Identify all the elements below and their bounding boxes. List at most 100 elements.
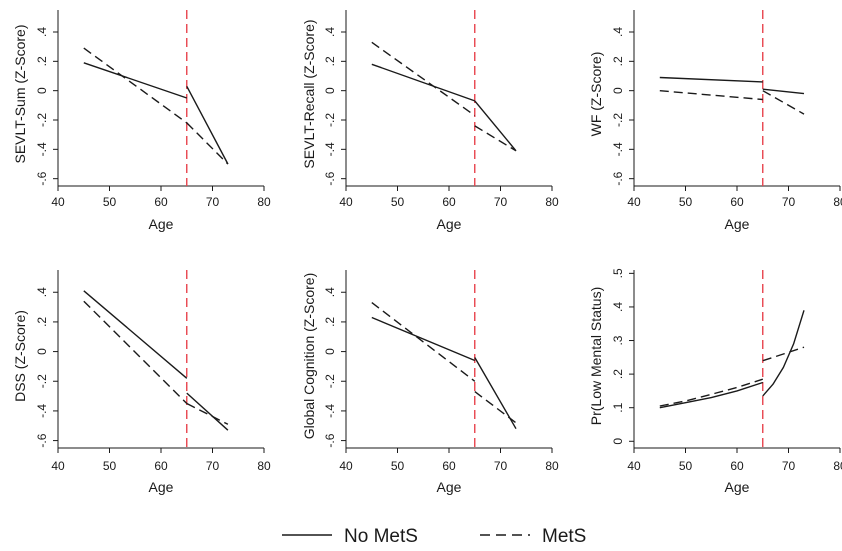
x-axis-title: Age [437, 479, 462, 495]
y-tick-label: .2 [35, 56, 49, 66]
y-tick-label: .2 [323, 317, 337, 327]
series-mets-segment-1 [371, 41, 476, 117]
chart-panel-2: -.6 -.4 -.2 0 .2 .4 40 50 60 70 80 Age SEVLT-Recall … [301, 10, 559, 232]
x-tick-label: 60 [442, 459, 456, 473]
y-tick-label: .2 [35, 317, 49, 327]
x-tick-label: 40 [627, 459, 641, 473]
y-tick-label: .5 [611, 268, 625, 278]
y-tick-label: -.6 [323, 433, 337, 447]
x-tick-label: 60 [154, 459, 168, 473]
y-tick-label: -.4 [611, 142, 625, 156]
x-tick-label: 40 [339, 195, 353, 209]
chart-panel-4: -.6 -.4 -.2 0 .2 .4 40 50 60 70 80 Age DSS (Z-Score) [12, 270, 271, 495]
y-tick-label: 0 [611, 438, 625, 445]
series-mets-segment-2 [762, 346, 805, 362]
chart-panel-5: -.6 -.4 -.2 0 .2 .4 40 50 60 70 80 Age Global Cognit… [301, 270, 559, 495]
x-tick-label: 70 [494, 459, 508, 473]
series-mets-segment-1 [659, 90, 763, 101]
series-mets-segment-2 [186, 402, 229, 425]
series-no-mets-segment-2 [186, 392, 229, 431]
y-tick-label: -.2 [611, 113, 625, 127]
y-tick-label: .4 [611, 302, 625, 312]
y-tick-label: .2 [323, 56, 337, 66]
series-no-mets-segment-1 [371, 316, 476, 362]
series-mets-segment-2 [474, 125, 517, 152]
y-tick-label: -.2 [35, 374, 49, 388]
x-axis-title: Age [437, 216, 462, 232]
x-tick-label: 70 [206, 459, 220, 473]
y-tick-label: -.6 [611, 171, 625, 185]
y-tick-label: .4 [35, 27, 49, 37]
y-tick-label: 0 [35, 87, 49, 94]
y-tick-label: 0 [323, 87, 337, 94]
x-tick-label: 50 [103, 459, 117, 473]
x-axis-title: Age [725, 216, 750, 232]
series-mets-segment-1 [83, 47, 188, 124]
series-no-mets-segment-1 [659, 381, 764, 409]
y-axis-title: Pr(Low Mental Status) [588, 287, 604, 426]
x-axis-title: Age [149, 479, 174, 495]
series-mets-segment-1 [659, 378, 764, 407]
series-no-mets-segment-1 [371, 63, 476, 102]
x-tick-label: 70 [782, 195, 796, 209]
x-tick-label: 60 [730, 195, 744, 209]
y-tick-label: -.6 [35, 433, 49, 447]
series-no-mets-segment-2 [762, 88, 805, 95]
y-axis-title: SEVLT-Sum (Z-Score) [12, 25, 28, 164]
x-tick-label: 80 [833, 459, 842, 473]
x-tick-label: 50 [679, 459, 693, 473]
x-tick-label: 40 [339, 459, 353, 473]
x-tick-label: 50 [679, 195, 693, 209]
y-tick-label: -.4 [35, 142, 49, 156]
y-axis-title: DSS (Z-Score) [12, 310, 28, 402]
series-mets-segment-2 [762, 90, 805, 115]
x-axis-title: Age [725, 479, 750, 495]
y-tick-label: .4 [611, 27, 625, 37]
series-mets-segment-1 [371, 302, 476, 382]
y-axis-title: WF (Z-Score) [588, 52, 604, 137]
x-tick-label: 80 [545, 459, 559, 473]
series-no-mets-segment-2 [474, 100, 517, 152]
y-tick-label: -.2 [35, 113, 49, 127]
legend-label-1: No MetS [344, 526, 418, 547]
y-tick-label: .4 [323, 287, 337, 297]
y-tick-label: .2 [611, 369, 625, 379]
series-no-mets-segment-1 [83, 62, 188, 99]
x-tick-label: 50 [391, 459, 405, 473]
series-no-mets-segment-1 [83, 290, 188, 379]
y-tick-label: -.6 [35, 171, 49, 185]
y-tick-label: -.4 [35, 404, 49, 418]
x-tick-label: 80 [833, 195, 842, 209]
x-tick-label: 60 [442, 195, 456, 209]
y-tick-label: -.6 [323, 171, 337, 185]
x-tick-label: 80 [257, 459, 271, 473]
y-axis-title: SEVLT-Recall (Z-Score) [301, 19, 317, 168]
x-tick-label: 50 [391, 195, 405, 209]
y-tick-label: .1 [611, 402, 625, 412]
series-mets-segment-2 [186, 122, 229, 165]
series-no-mets-segment-2 [186, 85, 229, 165]
y-tick-label: .4 [323, 27, 337, 37]
chart-panel-1: -.6 -.4 -.2 0 .2 .4 40 50 60 70 80 Age SEVLT-Sum (Z-… [12, 10, 271, 232]
y-tick-label: -.4 [323, 142, 337, 156]
series-mets-segment-1 [83, 300, 188, 404]
y-tick-label: 0 [611, 87, 625, 94]
y-tick-label: .4 [35, 287, 49, 297]
x-tick-label: 60 [154, 195, 168, 209]
series-no-mets-segment-2 [762, 310, 805, 397]
x-tick-label: 60 [730, 459, 744, 473]
chart-panel-6: 0 .1 .2 .3 .4 .5 40 50 60 70 80 Age Pr(Low Mental St… [588, 268, 842, 495]
x-axis-title: Age [149, 216, 174, 232]
y-tick-label: -.2 [323, 374, 337, 388]
x-tick-label: 70 [206, 195, 220, 209]
y-tick-label: .3 [611, 335, 625, 345]
legend: No MetS MetS [282, 526, 586, 547]
y-tick-label: 0 [35, 348, 49, 355]
x-tick-label: 70 [494, 195, 508, 209]
y-axis-title: Global Cognition (Z-Score) [301, 273, 317, 440]
x-tick-label: 40 [51, 459, 65, 473]
series-no-mets-segment-1 [659, 76, 763, 83]
y-tick-label: -.4 [323, 404, 337, 418]
series-mets-segment-2 [474, 391, 517, 424]
